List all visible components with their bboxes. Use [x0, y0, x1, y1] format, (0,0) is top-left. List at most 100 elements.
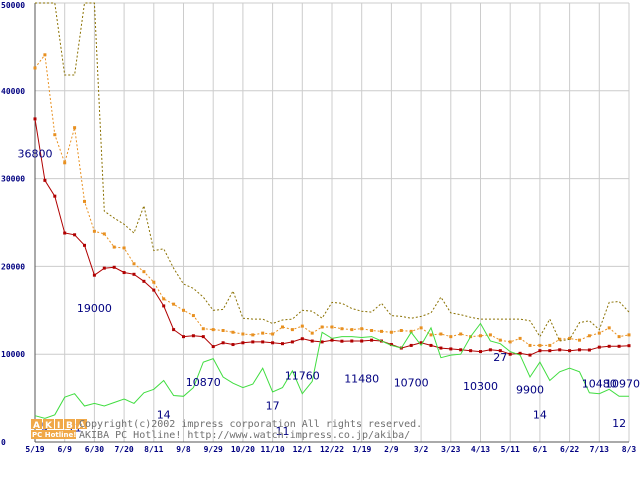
data-point-price-avg [142, 270, 146, 274]
data-point-price-min [191, 334, 195, 338]
data-point-price-avg [172, 302, 176, 306]
data-point-price-min [627, 344, 631, 348]
data-point-price-min [389, 343, 393, 347]
series-line-shop-count [34, 322, 629, 419]
data-point-price-avg [568, 336, 572, 340]
data-point-price-avg [578, 338, 581, 342]
data-point-price-avg [33, 66, 37, 70]
data-point-price-min [281, 342, 284, 346]
data-point-price-min [597, 345, 601, 349]
data-point-price-avg [439, 332, 443, 336]
data-point-price-avg [300, 324, 304, 328]
data-point-price-avg [558, 337, 562, 341]
data-point-price-avg [310, 331, 314, 335]
data-point-price-min [63, 231, 67, 235]
y-tick-label: 0 [1, 438, 6, 447]
data-point-price-min [568, 349, 572, 353]
x-tick-label: 5/11 [501, 445, 520, 454]
x-tick-label: 12/22 [320, 445, 344, 454]
data-point-price-min [201, 335, 205, 339]
data-point-price-avg [83, 199, 86, 203]
data-point-price-min [360, 339, 364, 343]
data-point-price-min [241, 341, 245, 345]
data-point-price-min [211, 345, 215, 349]
x-tick-label: 9/8 [176, 445, 191, 454]
data-point-price-min [310, 339, 314, 343]
data-label: 10480 [582, 378, 617, 391]
site-url-line: AKIBA PC Hotline! http://www.watch.impre… [79, 430, 410, 441]
logo-letter: I [57, 421, 60, 431]
data-point-price-min [92, 273, 96, 277]
data-point-price-avg [152, 280, 156, 284]
data-point-price-avg [290, 328, 294, 332]
data-label: 10870 [186, 376, 221, 389]
data-point-price-avg [162, 297, 166, 301]
data-point-price-min [340, 339, 344, 343]
y-tick-label: 20000 [1, 262, 25, 271]
data-point-price-min [33, 117, 37, 121]
data-point-price-min [409, 343, 413, 347]
grid-lines [34, 2, 630, 443]
data-point-price-avg [281, 325, 284, 329]
annotations: 3680051119000141087017111176011480107001… [18, 148, 640, 438]
data-point-price-avg [528, 343, 532, 347]
data-point-price-avg [607, 326, 611, 330]
data-point-price-min [142, 279, 146, 283]
data-point-price-avg [597, 331, 601, 335]
data-label: 10970 [605, 378, 640, 391]
data-point-price-avg [92, 229, 96, 233]
logo-letter: B [66, 421, 73, 431]
logo-cell [64, 419, 75, 429]
x-tick-label: 11/10 [261, 445, 285, 454]
data-point-price-avg [409, 329, 413, 333]
data-point-price-min [43, 178, 47, 182]
data-point-price-avg [508, 340, 512, 344]
data-point-price-avg [340, 327, 344, 331]
x-tick-label: 5/19 [25, 445, 44, 454]
data-point-price-min [73, 233, 77, 237]
data-point-price-avg [241, 332, 245, 336]
x-tick-label: 1/19 [352, 445, 371, 454]
data-point-price-min [122, 271, 126, 275]
data-point-price-avg [221, 328, 225, 332]
data-point-price-min [152, 288, 156, 292]
data-point-price-min [290, 340, 294, 344]
y-axis-ticks: 50000 40000 30000 20000 10000 0 [1, 1, 25, 447]
data-point-price-min [518, 351, 522, 355]
data-point-price-avg [53, 133, 57, 137]
logo-cell [31, 419, 42, 429]
data-point-price-min [330, 338, 334, 342]
data-point-price-min [132, 272, 136, 276]
data-point-price-avg [399, 328, 403, 332]
logo-letter: K [45, 421, 53, 431]
x-tick-label: 6/22 [560, 445, 579, 454]
data-point-price-avg [350, 328, 354, 332]
data-point-price-avg [360, 327, 364, 331]
data-point-price-min [231, 343, 235, 347]
data-label: 27 [493, 351, 507, 364]
data-point-price-min [479, 350, 482, 354]
data-point-price-min [429, 343, 433, 347]
logo-cell [31, 430, 76, 439]
data-point-price-min [251, 340, 255, 344]
data-label: 17 [266, 400, 280, 413]
data-point-price-min [320, 340, 324, 344]
data-label: 11760 [285, 370, 320, 383]
copyright-line: Copyright(c)2002 impress corporation All… [79, 419, 422, 430]
data-point-price-min [488, 348, 492, 352]
data-point-price-min [300, 337, 304, 341]
data-label: 19000 [77, 302, 112, 315]
x-tick-label: 6/9 [57, 445, 72, 454]
y-tick-label: 30000 [1, 175, 25, 184]
data-point-price-avg [320, 325, 324, 329]
x-tick-label: 7/13 [590, 445, 609, 454]
logo-cell [55, 419, 63, 429]
x-tick-label: 6/1 [533, 445, 548, 454]
data-point-price-avg [132, 262, 136, 266]
data-point-price-avg [73, 126, 77, 130]
data-point-price-avg [627, 333, 631, 337]
data-label: 9900 [516, 384, 544, 397]
series-layer [33, 2, 631, 419]
y-tick-label: 40000 [1, 87, 25, 96]
